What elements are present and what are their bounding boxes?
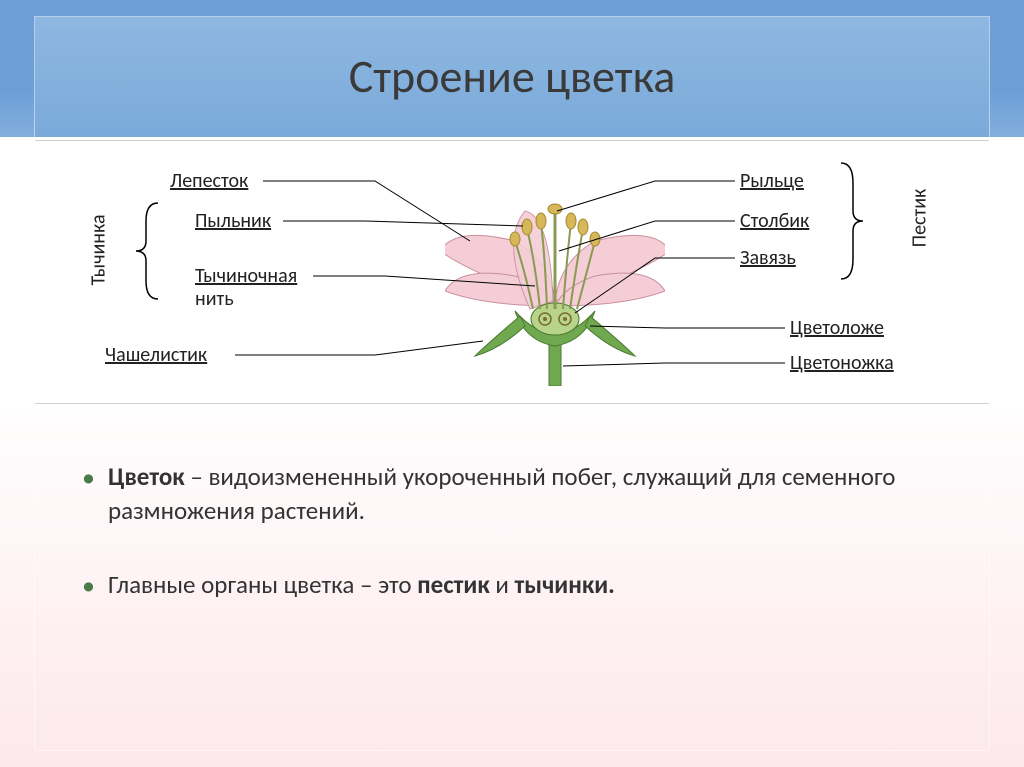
bullet-2-bold2: тычинки. [515, 569, 615, 600]
brace-tychnika [130, 201, 165, 301]
bullet-1-rest: – видоизмененный укороченный побег, служ… [108, 461, 896, 526]
bullet-1-bold: Цветок [108, 461, 185, 492]
title-bar: Строение цветка [35, 17, 989, 137]
bullet-2-mid2: и [490, 569, 515, 600]
brace-pestik [835, 161, 870, 281]
group-pestik: Пестик [907, 189, 931, 248]
diagram-inner: Лепесток Пыльник Тычиночная нить Чашелис… [35, 140, 989, 404]
bullet-2-bold1: пестик [417, 569, 489, 600]
bullet-2-pre: Главные органы цветка [108, 569, 354, 600]
bullet-1: Цветок – видоизмененный укороченный побе… [80, 460, 944, 528]
diagram-area: Лепесток Пыльник Тычиночная нить Чашелис… [0, 137, 1024, 407]
bullet-list: Цветок – видоизмененный укороченный побе… [80, 460, 944, 641]
slide-title: Строение цветка [349, 49, 676, 105]
group-tychnika: Тычинка [87, 214, 111, 285]
bullet-2-mid1: – это [354, 569, 417, 600]
bullet-2: Главные органы цветка – это пестик и тыч… [80, 568, 944, 602]
